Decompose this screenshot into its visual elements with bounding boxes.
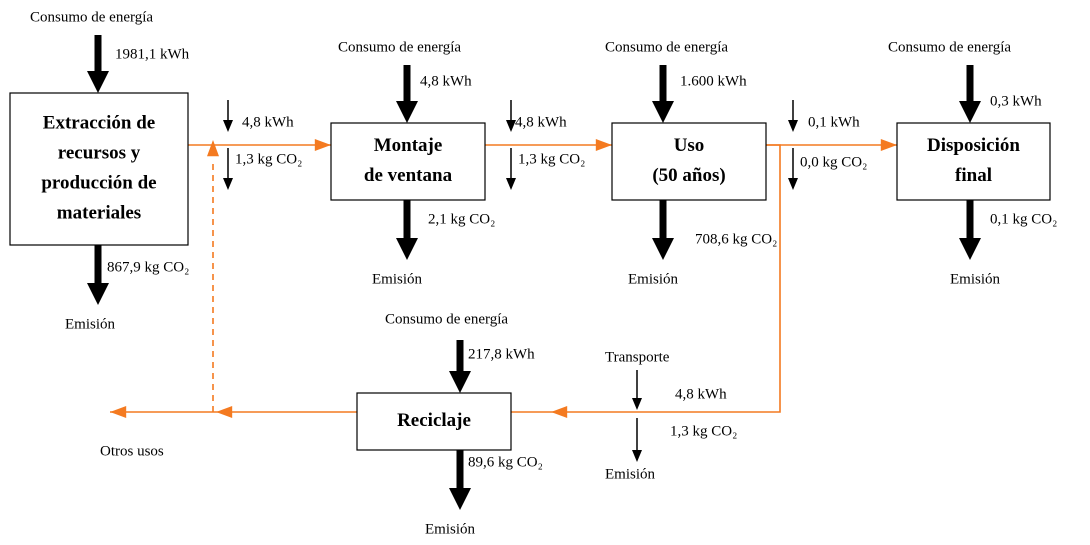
flow-label: Emisión [950, 271, 1001, 287]
arrow-head [506, 178, 516, 190]
arrow-head [632, 450, 642, 462]
flow-label: 89,6 kg CO₂ [468, 454, 543, 470]
box-label: producción de [41, 172, 156, 193]
process-box [356, 392, 512, 451]
flow-label: Consumo de energía [605, 39, 728, 55]
box-label: Extracción de [43, 112, 155, 133]
arrow-head [652, 238, 674, 260]
flow-label: 1,3 kg CO₂ [518, 151, 585, 167]
box-label: (50 años) [652, 165, 725, 186]
flow-label: 1981,1 kWh [115, 46, 190, 62]
box-label: recursos y [58, 142, 141, 163]
flow-label: 0,3 kWh [990, 93, 1042, 109]
box-label: Disposición [927, 135, 1020, 156]
flow-label: Consumo de energía [888, 39, 1011, 55]
flow-label: Consumo de energía [30, 9, 153, 25]
flow-label: 4,8 kWh [420, 73, 472, 89]
arrow-head [880, 139, 897, 151]
flow-label: 4,8 kWh [515, 114, 567, 130]
flow-label: 4,8 kWh [675, 386, 727, 402]
box-label: materiales [57, 202, 141, 223]
arrow-head [396, 238, 418, 260]
arrow-head [959, 101, 981, 123]
flow-label: Transporte [605, 349, 670, 365]
box-label: Montaje [374, 135, 443, 156]
flow-label: Emisión [605, 466, 656, 482]
flow-label: 0,0 kg CO₂ [800, 154, 867, 170]
arrow-head [506, 120, 516, 132]
arrow-head [216, 406, 233, 418]
labels: Consumo de energía 1981,1 kWh 867,9 kg CO₂… [30, 9, 1057, 537]
arrow-head [223, 178, 233, 190]
flow-label: 1,3 kg CO₂ [670, 423, 737, 439]
box-label: final [955, 165, 992, 186]
arrow-head [449, 488, 471, 510]
arrow-head [551, 406, 568, 418]
flow-label: 1,3 kg CO₂ [235, 151, 302, 167]
box-label: Reciclaje [397, 410, 471, 431]
box-label: Uso [674, 135, 705, 156]
process-boxes: Extracción de recursos y producción de mate… [9, 92, 1051, 451]
flow-label: Emisión [372, 271, 423, 287]
flow-label: Emisión [65, 316, 116, 332]
arrow-head [449, 371, 471, 393]
arrow-head [396, 101, 418, 123]
flow-label: 0,1 kWh [808, 114, 860, 130]
flow-label: Consumo de energía [338, 39, 461, 55]
flow-line [511, 144, 781, 413]
flow-label: 1.600 kWh [680, 73, 747, 89]
arrow-head [110, 406, 127, 418]
arrow-head [87, 283, 109, 305]
flow-label: 217,8 kWh [468, 346, 535, 362]
flow-label: 4,8 kWh [242, 114, 294, 130]
process-box [896, 122, 1051, 201]
flow-label: 708,6 kg CO₂ [695, 231, 777, 247]
flow-label: 0,1 kg CO₂ [990, 211, 1057, 227]
flow-label: Emisión [425, 521, 476, 537]
arrow-head [788, 178, 798, 190]
arrow-head [314, 139, 331, 151]
arrow-head [632, 398, 642, 410]
process-box [330, 122, 486, 201]
process-box [9, 92, 189, 246]
flow-label: Consumo de energía [385, 311, 508, 327]
arrow-head [595, 139, 612, 151]
box-label: de ventana [364, 165, 453, 186]
flow-label: 2,1 kg CO₂ [428, 211, 495, 227]
flow-lines [87, 35, 981, 510]
flow-label: 867,9 kg CO₂ [107, 259, 189, 275]
flow-label: Emisión [628, 271, 679, 287]
process-box [611, 122, 767, 201]
arrow-head [87, 71, 109, 93]
arrow-head [788, 120, 798, 132]
arrow-head [959, 238, 981, 260]
flow-label: Otros usos [100, 443, 164, 459]
arrow-head [652, 101, 674, 123]
arrow-head [223, 120, 233, 132]
arrow-head [207, 140, 219, 157]
